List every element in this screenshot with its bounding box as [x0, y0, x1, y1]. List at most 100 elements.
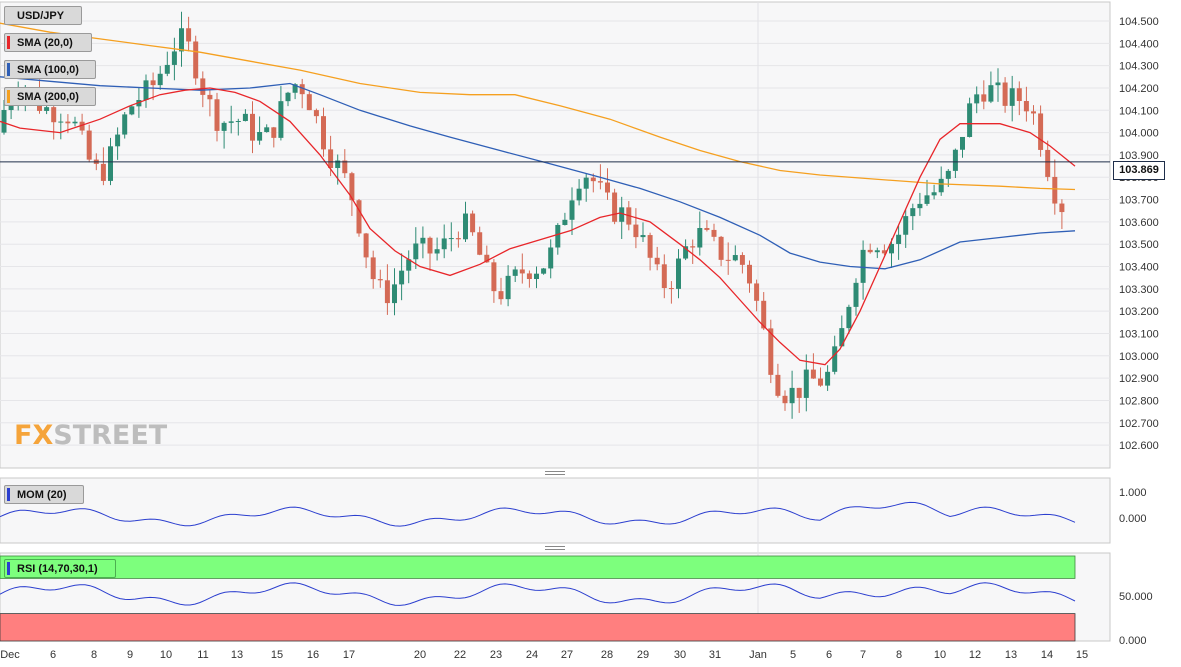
- candle-body: [349, 173, 355, 201]
- candle-body: [576, 188, 582, 201]
- sma100-label[interactable]: SMA (100,0): [4, 60, 96, 79]
- candle-body: [214, 99, 220, 131]
- candle-body: [65, 121, 71, 124]
- x-tick-label: 20: [414, 649, 426, 661]
- candle-body: [789, 387, 795, 404]
- candle-body: [363, 233, 369, 258]
- candle-body: [179, 28, 184, 52]
- candle-body: [597, 181, 603, 183]
- candle-body: [810, 369, 816, 379]
- candle-body: [257, 132, 263, 141]
- candle-body: [910, 208, 916, 217]
- candle-body: [157, 73, 163, 86]
- rsi-y-tick-label: 50.000: [1119, 591, 1153, 603]
- candle-body: [299, 84, 305, 95]
- x-tick-label: 30: [674, 649, 686, 661]
- y-tick-label: 102.800: [1119, 395, 1159, 407]
- y-tick-label: 102.700: [1119, 418, 1159, 430]
- candle-body: [221, 122, 227, 131]
- candle-body: [768, 328, 774, 375]
- candle-body: [690, 246, 696, 248]
- rsi-label[interactable]: RSI (14,70,30,1): [4, 559, 116, 578]
- candle-body: [406, 259, 412, 271]
- x-tick-label: 23: [490, 649, 502, 661]
- y-tick-label: 104.200: [1119, 83, 1159, 95]
- candle-body: [470, 213, 476, 233]
- candle-body: [1009, 88, 1015, 106]
- mom-swatch: [7, 488, 10, 501]
- x-tick-label: 17: [343, 649, 355, 661]
- candle-body: [321, 116, 326, 150]
- candle-body: [562, 219, 568, 225]
- x-tick-label: 15: [1076, 649, 1088, 661]
- x-tick-label: 10: [934, 649, 946, 661]
- y-tick-label: 103.700: [1119, 195, 1159, 207]
- x-tick-label: 29: [637, 649, 649, 661]
- candle-body: [306, 94, 312, 111]
- candle-body: [392, 284, 397, 304]
- x-tick-label: 13: [1005, 649, 1017, 661]
- y-tick-label: 103.000: [1119, 351, 1159, 363]
- y-tick-label: 103.600: [1119, 217, 1159, 229]
- sma20-swatch: [7, 36, 10, 49]
- candle-body: [661, 264, 667, 289]
- x-tick-label: 12: [969, 649, 981, 661]
- candle-body: [803, 369, 809, 398]
- candle-body: [519, 269, 525, 274]
- candle-body: [484, 254, 490, 263]
- candle-body: [122, 114, 128, 135]
- x-tick-label: 31: [709, 649, 721, 661]
- candle-body: [903, 216, 909, 235]
- sma20-label[interactable]: SMA (20,0): [4, 33, 92, 52]
- x-tick-label: 14: [1041, 649, 1053, 661]
- candle-body: [938, 178, 944, 193]
- mom-line: [0, 501, 1076, 527]
- candle-body: [548, 247, 554, 269]
- candle-body: [867, 249, 873, 253]
- candle-body: [732, 255, 738, 261]
- candle-body: [697, 228, 703, 248]
- candle-body: [1, 110, 7, 133]
- mom-y-tick-label: 1.000: [1119, 487, 1147, 499]
- rsi-swatch: [7, 562, 10, 575]
- candle-body: [619, 207, 625, 222]
- sma100-swatch: [7, 63, 10, 76]
- rsi-y-tick-label: 0.000: [1119, 635, 1147, 647]
- candle-body: [228, 121, 234, 123]
- candle-body: [186, 28, 192, 42]
- rsi-overbought-zone: [0, 555, 1076, 579]
- last-price-tag: 103.869: [1113, 161, 1165, 180]
- candle-body: [924, 195, 930, 204]
- candle-body: [974, 94, 980, 104]
- candle-body: [235, 121, 241, 123]
- candle-body: [498, 291, 504, 300]
- rsi-oversold-zone: [0, 613, 1076, 642]
- candle-body: [342, 160, 348, 174]
- candle-body: [434, 249, 440, 254]
- candle-body: [569, 200, 575, 220]
- mom-label[interactable]: MOM (20): [4, 485, 84, 504]
- symbol-label[interactable]: USD/JPY: [4, 6, 82, 25]
- candle-body: [860, 249, 866, 283]
- candle-body: [945, 170, 951, 179]
- sma200-label[interactable]: SMA (200,0): [4, 87, 96, 106]
- y-tick-label: 103.900: [1119, 150, 1159, 162]
- candle-body: [271, 127, 277, 138]
- x-tick-label: 11: [197, 649, 208, 661]
- x-tick-label: 10: [160, 649, 172, 661]
- candle-body: [881, 250, 887, 254]
- candle-body: [264, 127, 270, 133]
- y-tick-label: 103.300: [1119, 284, 1159, 296]
- y-tick-label: 103.100: [1119, 328, 1159, 340]
- candle-body: [526, 273, 532, 280]
- candle-body: [896, 234, 902, 244]
- x-tick-label: Jan: [749, 649, 767, 661]
- candle-body: [676, 258, 681, 289]
- y-tick-label: 104.300: [1119, 61, 1159, 73]
- candle-body: [72, 121, 78, 124]
- candle-body: [889, 243, 894, 254]
- candle-body: [491, 262, 497, 292]
- candle-body: [477, 232, 483, 255]
- candle-body: [967, 103, 973, 137]
- sma20-line: [0, 87, 1076, 366]
